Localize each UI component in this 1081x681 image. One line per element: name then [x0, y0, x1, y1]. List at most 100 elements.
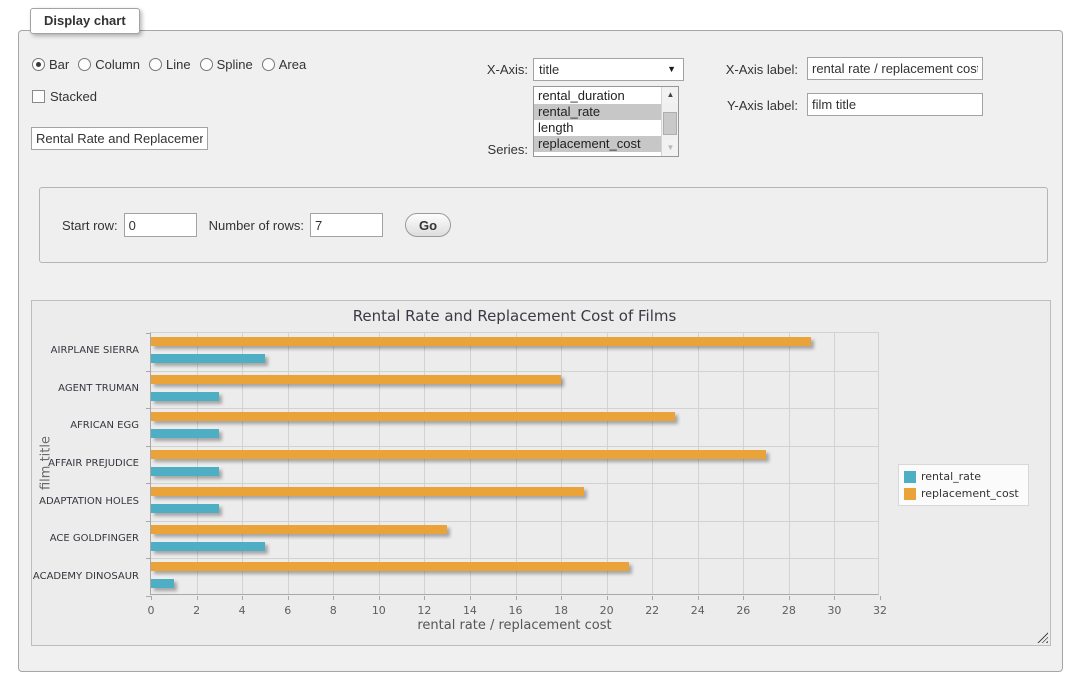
y-tick-mark — [146, 596, 151, 597]
horizontal-gridline — [151, 521, 878, 522]
bar-replacement_cost — [151, 525, 447, 534]
x-tick-label: 8 — [330, 604, 337, 617]
vertical-gridline — [197, 333, 198, 594]
scroll-up-icon[interactable]: ▲ — [662, 87, 679, 103]
radio-icon[interactable] — [78, 58, 91, 71]
vertical-gridline — [516, 333, 517, 594]
stacked-label: Stacked — [50, 89, 97, 104]
x-tick-mark — [698, 596, 699, 600]
x-tick-label: 10 — [372, 604, 386, 617]
bar-rental_rate — [151, 392, 219, 401]
series-option-replacement_cost[interactable]: replacement_cost — [534, 136, 661, 152]
y-tick-mark — [146, 333, 151, 334]
bar-replacement_cost — [151, 562, 629, 571]
vertical-gridline — [743, 333, 744, 594]
stacked-checkbox[interactable] — [32, 90, 45, 103]
x-tick-label: 2 — [193, 604, 200, 617]
series-options: rental_durationrental_ratelengthreplacem… — [534, 88, 661, 152]
x-tick-label: 26 — [736, 604, 750, 617]
radio-line[interactable]: Line — [149, 57, 191, 72]
series-listbox[interactable]: rental_durationrental_ratelengthreplacem… — [533, 86, 679, 157]
y-tick-mark — [146, 521, 151, 522]
x-tick-mark — [743, 596, 744, 600]
x-tick-label: 32 — [873, 604, 887, 617]
x-axis-caption: X-Axis: — [449, 62, 528, 77]
radio-bar[interactable]: Bar — [32, 57, 69, 72]
x-tick-mark — [151, 596, 152, 600]
x-tick-mark — [424, 596, 425, 600]
category-label: ADAPTATION HOLES — [32, 482, 144, 520]
bar-replacement_cost — [151, 487, 584, 496]
x-axis-select[interactable]: title ▼ — [533, 58, 684, 81]
plot-area: 02468101214161820222426283032 — [150, 332, 879, 595]
vertical-gridline — [470, 333, 471, 594]
series-option-rental_duration[interactable]: rental_duration — [534, 88, 661, 104]
series-option-length[interactable]: length — [534, 120, 661, 136]
legend-swatch-icon — [904, 471, 916, 483]
num-rows-caption: Number of rows: — [209, 218, 304, 233]
x-tick-mark — [333, 596, 334, 600]
category-label: AIRPLANE SIERRA — [32, 332, 144, 370]
x-tick-label: 20 — [600, 604, 614, 617]
horizontal-gridline — [151, 446, 878, 447]
x-tick-label: 18 — [554, 604, 568, 617]
category-label: ACADEMY DINOSAUR — [32, 557, 144, 595]
y-tick-mark — [146, 408, 151, 409]
radio-label: Column — [95, 57, 140, 72]
radio-column[interactable]: Column — [78, 57, 140, 72]
vertical-gridline — [834, 333, 835, 594]
bar-replacement_cost — [151, 450, 766, 459]
scrollbar-thumb[interactable] — [663, 112, 677, 135]
x-tick-mark — [561, 596, 562, 600]
chart-title-input[interactable] — [31, 127, 208, 150]
horizontal-gridline — [151, 371, 878, 372]
category-label: AFFAIR PREJUDICE — [32, 445, 144, 483]
vertical-gridline — [607, 333, 608, 594]
x-axis-label-caption: X-Axis label: — [716, 62, 798, 77]
bar-replacement_cost — [151, 337, 811, 346]
x-tick-label: 16 — [509, 604, 523, 617]
radio-label: Bar — [49, 57, 69, 72]
x-tick-mark — [197, 596, 198, 600]
x-tick-label: 0 — [148, 604, 155, 617]
legend-label: replacement_cost — [921, 487, 1019, 500]
category-label: ACE GOLDFINGER — [32, 520, 144, 558]
x-tick-mark — [880, 596, 881, 600]
x-axis-label-input[interactable] — [807, 57, 983, 80]
category-label: AGENT TRUMAN — [32, 370, 144, 408]
radio-icon[interactable] — [200, 58, 213, 71]
horizontal-gridline — [151, 483, 878, 484]
start-row-input[interactable] — [124, 213, 197, 237]
resize-grip-icon[interactable] — [1037, 632, 1048, 643]
bar-rental_rate — [151, 579, 174, 588]
go-button[interactable]: Go — [405, 213, 451, 237]
radio-spline[interactable]: Spline — [200, 57, 253, 72]
legend-swatch-icon — [904, 488, 916, 500]
series-option-rental_rate[interactable]: rental_rate — [534, 104, 661, 120]
x-tick-mark — [834, 596, 835, 600]
bar-rental_rate — [151, 354, 265, 363]
num-rows-input[interactable] — [310, 213, 383, 237]
scroll-down-icon[interactable]: ▼ — [662, 140, 679, 156]
bar-rental_rate — [151, 504, 219, 513]
horizontal-gridline — [151, 558, 878, 559]
y-axis-label-caption: Y-Axis label: — [716, 98, 798, 113]
series-scrollbar[interactable]: ▲ ▼ — [661, 87, 678, 156]
chart-type-radiogroup: Bar Column Line Spline Area — [32, 57, 315, 72]
y-tick-mark — [146, 446, 151, 447]
y-axis-label-input[interactable] — [807, 93, 983, 116]
radio-icon[interactable] — [149, 58, 162, 71]
y-tick-mark — [146, 483, 151, 484]
bar-rental_rate — [151, 467, 219, 476]
y-tick-mark — [146, 371, 151, 372]
stacked-checkbox-row[interactable]: Stacked — [32, 89, 97, 104]
radio-area[interactable]: Area — [262, 57, 306, 72]
radio-icon[interactable] — [32, 58, 45, 71]
radio-icon[interactable] — [262, 58, 275, 71]
category-label: AFRICAN EGG — [32, 407, 144, 445]
x-axis-title: rental rate / replacement cost — [150, 618, 879, 633]
row-controls-panel: Start row: Number of rows: Go — [39, 187, 1048, 263]
x-tick-label: 28 — [782, 604, 796, 617]
chart-title: Rental Rate and Replacement Cost of Film… — [150, 307, 879, 325]
vertical-gridline — [242, 333, 243, 594]
